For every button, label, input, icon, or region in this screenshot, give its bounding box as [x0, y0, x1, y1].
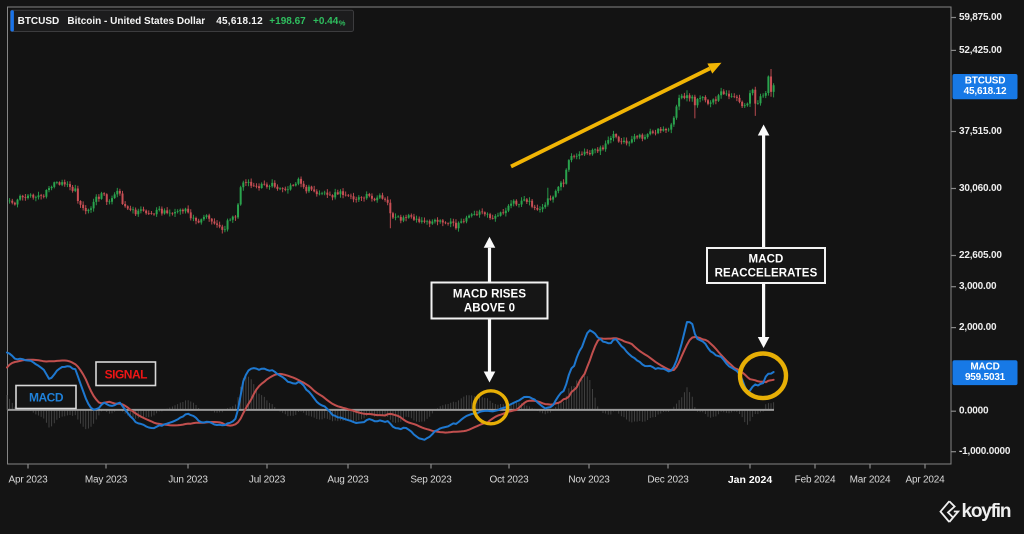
svg-text:30,060.00: 30,060.00: [959, 183, 1002, 194]
svg-text:Nov 2023: Nov 2023: [568, 475, 610, 486]
svg-text:2,000.00: 2,000.00: [959, 322, 997, 333]
svg-text:Apr 2024: Apr 2024: [906, 475, 946, 486]
svg-text:BTCUSD: BTCUSD: [18, 16, 60, 27]
svg-text:ABOVE 0: ABOVE 0: [464, 303, 515, 315]
svg-text:May 2023: May 2023: [85, 475, 128, 486]
svg-text:0.0000: 0.0000: [959, 406, 989, 417]
svg-text:59,875.00: 59,875.00: [959, 12, 1002, 23]
svg-text:BTCUSD: BTCUSD: [965, 75, 1005, 86]
svg-text:Bitcoin - United States Dollar: Bitcoin - United States Dollar: [67, 16, 205, 27]
svg-text:959.5031: 959.5031: [965, 372, 1006, 383]
svg-text:MACD: MACD: [970, 362, 999, 373]
svg-text:+0.44: +0.44: [313, 16, 339, 27]
svg-text:37,515.00: 37,515.00: [959, 126, 1002, 137]
svg-text:+198.67: +198.67: [269, 16, 306, 27]
svg-text:-1,000.0000: -1,000.0000: [959, 446, 1011, 457]
svg-text:SIGNAL: SIGNAL: [105, 367, 148, 381]
svg-text:Sep 2023: Sep 2023: [410, 475, 452, 486]
svg-text:3,000.00: 3,000.00: [959, 281, 997, 292]
svg-text:Apr 2023: Apr 2023: [9, 475, 49, 486]
svg-text:MACD RISES: MACD RISES: [453, 289, 526, 301]
svg-text:REACCELERATES: REACCELERATES: [715, 268, 818, 280]
svg-text:45,618.12: 45,618.12: [964, 86, 1007, 97]
svg-text:Dec 2023: Dec 2023: [647, 475, 689, 486]
svg-text:Oct 2023: Oct 2023: [490, 475, 530, 486]
svg-text:Mar 2024: Mar 2024: [850, 475, 891, 486]
svg-text:22,605.00: 22,605.00: [959, 250, 1002, 261]
svg-text:Feb 2024: Feb 2024: [795, 475, 836, 486]
svg-text:Aug 2023: Aug 2023: [327, 475, 369, 486]
svg-text:52,425.00: 52,425.00: [959, 45, 1002, 56]
svg-text:MACD: MACD: [29, 391, 64, 405]
svg-text:%: %: [339, 19, 346, 28]
svg-text:Jun 2023: Jun 2023: [168, 475, 208, 486]
svg-text:MACD: MACD: [749, 254, 784, 266]
svg-text:45,618.12: 45,618.12: [216, 16, 263, 27]
svg-text:Jul 2023: Jul 2023: [249, 475, 286, 486]
svg-text:Jan 2024: Jan 2024: [728, 474, 773, 486]
svg-text:koyfin: koyfin: [962, 501, 1011, 522]
